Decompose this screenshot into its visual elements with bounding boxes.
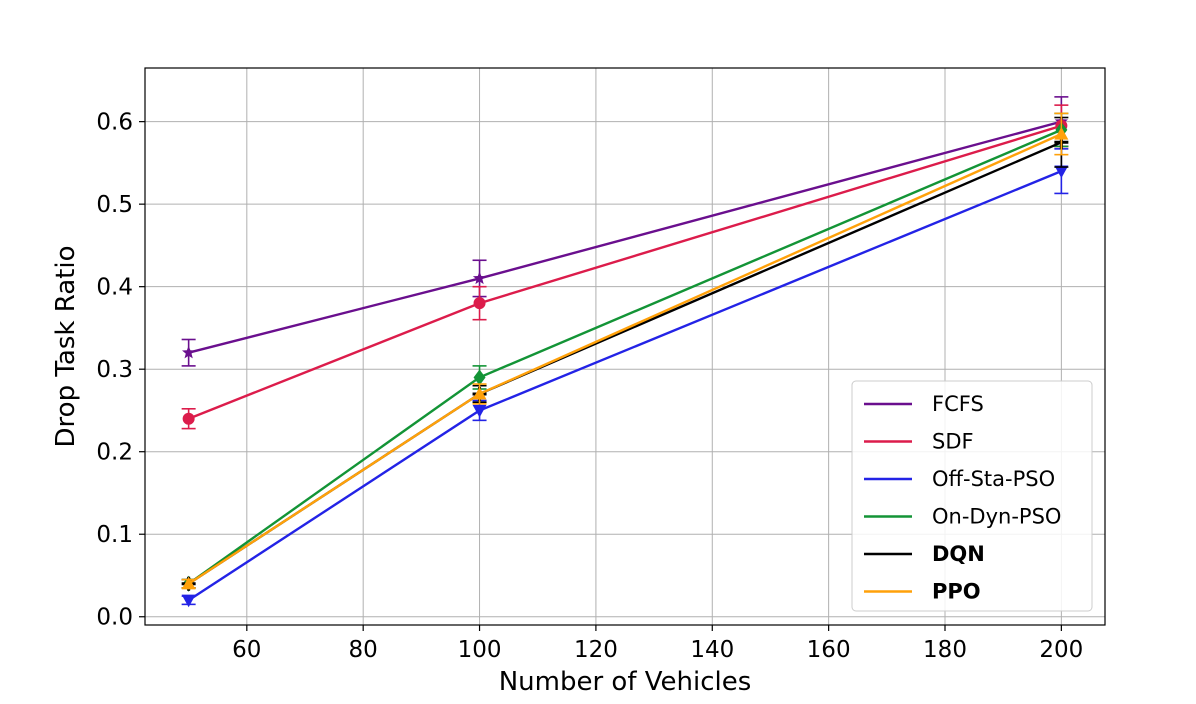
y-tick-label: 0.4 <box>96 275 133 301</box>
x-tick-label: 140 <box>690 637 734 663</box>
data-point <box>181 576 196 590</box>
legend-label: FCFS <box>932 392 984 416</box>
series-sdf <box>181 104 1069 430</box>
legend-item: FCFS <box>864 392 984 416</box>
x-tick-label: 100 <box>458 637 502 663</box>
legend-label: PPO <box>932 580 981 604</box>
y-tick-label: 0.1 <box>96 522 133 548</box>
legend-label: SDF <box>932 430 974 454</box>
y-tick-label: 0.0 <box>96 605 133 631</box>
legend-item: SDF <box>864 430 974 454</box>
y-tick-label: 0.6 <box>96 110 133 136</box>
y-axis-label: Drop Task Ratio <box>51 246 81 448</box>
x-tick-label: 80 <box>349 637 378 663</box>
data-point <box>472 404 487 418</box>
legend-item: PPO <box>864 580 981 604</box>
legend-item: On-Dyn-PSO <box>864 505 1061 529</box>
data-point <box>473 297 486 310</box>
data-point <box>472 271 487 285</box>
data-point <box>1054 127 1069 140</box>
legend-item: DQN <box>864 542 985 566</box>
data-point <box>181 594 196 608</box>
data-point <box>472 386 487 400</box>
data-point <box>1054 165 1069 179</box>
series-layer <box>181 96 1069 608</box>
data-point <box>182 412 195 425</box>
legend-item: Off-Sta-PSO <box>864 467 1055 491</box>
y-tick-label: 0.5 <box>96 192 133 218</box>
data-point <box>473 369 486 386</box>
legend-label: DQN <box>932 542 985 566</box>
x-tick-label: 160 <box>807 637 851 663</box>
plot-frame <box>144 67 1106 626</box>
y-tick-label: 0.3 <box>96 357 133 383</box>
x-tick-label: 180 <box>923 637 967 663</box>
series-ppo <box>181 112 1069 590</box>
legend-label: Off-Sta-PSO <box>932 467 1055 491</box>
legend: FCFS SDF Off-Sta-PSO On-Dyn-PSO DQN PPO <box>851 380 1093 612</box>
legend-label: On-Dyn-PSO <box>932 505 1061 529</box>
data-point <box>182 345 196 359</box>
series-line <box>188 120 1062 354</box>
y-tick-label: 0.2 <box>96 440 133 466</box>
x-tick-label: 60 <box>232 637 261 663</box>
x-tick-label: 200 <box>1039 637 1083 663</box>
x-axis-label: Number of Vehicles <box>499 667 752 697</box>
axis-ticks: 60 80 100 120 140 160 180 200 0.0 0.1 0.2 0.3 0.4 0.5… <box>96 110 1083 663</box>
x-tick-label: 120 <box>574 637 618 663</box>
series-fcfs <box>181 96 1069 367</box>
series-line <box>188 124 1062 420</box>
